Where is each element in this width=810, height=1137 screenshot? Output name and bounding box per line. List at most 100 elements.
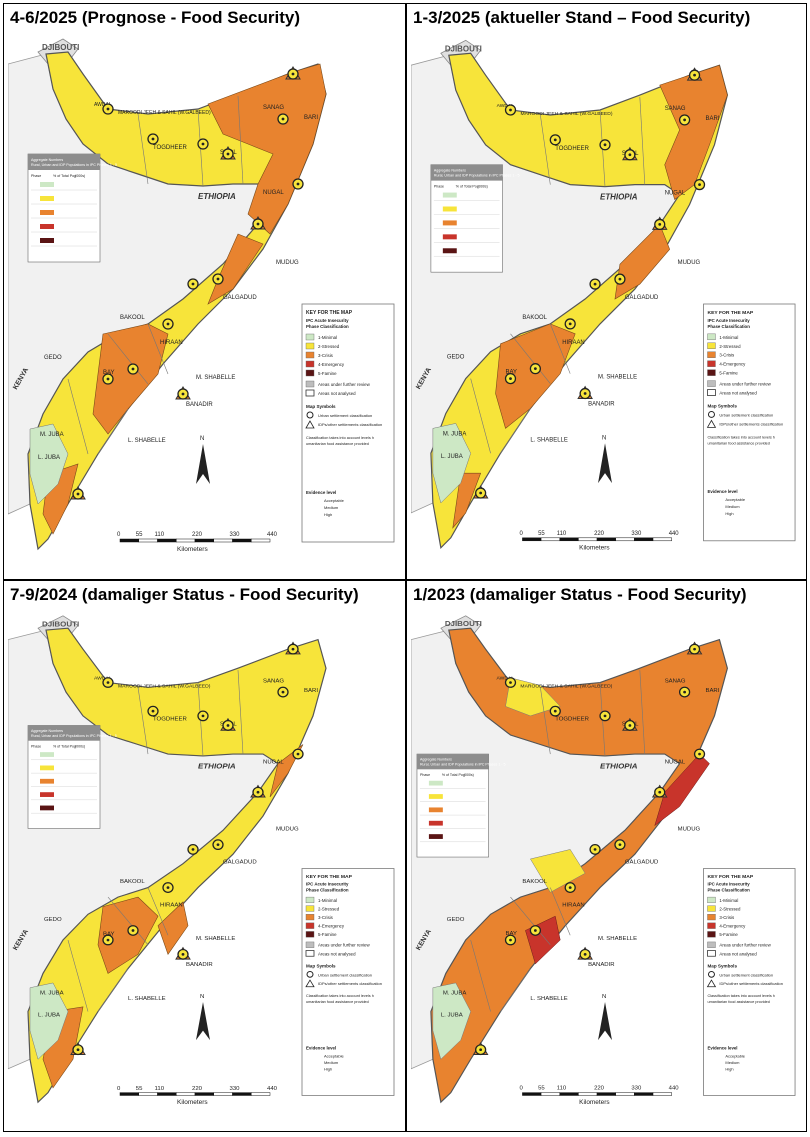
urban-settlement-dot xyxy=(698,752,701,756)
scale-tick-label: 220 xyxy=(192,532,203,538)
aggregate-col-header: (000s) xyxy=(478,185,488,189)
scale-segment xyxy=(615,537,635,542)
urban-settlement-dot xyxy=(106,681,110,684)
aggregate-phase-bar xyxy=(40,224,54,229)
key-symbols-title: Map Symbols xyxy=(707,403,737,408)
label-mudug: MUDUG xyxy=(276,826,299,832)
scale-segment xyxy=(119,1092,139,1096)
label-togdheer: TOGDHEER xyxy=(153,145,188,151)
scale-segment xyxy=(596,1092,616,1096)
label-l-juba: L. JUBA xyxy=(38,1012,60,1018)
aggregate-title: Aggregate Numbers xyxy=(434,169,466,173)
label-nugal: NUGAL xyxy=(263,190,284,196)
key-box xyxy=(301,303,395,543)
label-sanag: SANAG xyxy=(665,679,686,685)
urban-settlement-dot xyxy=(281,117,285,121)
key-box xyxy=(703,868,796,1096)
somalia-map: DJIBOUTIETHIOPIAKENYASANAGBARISOOLTOGDHE… xyxy=(411,35,804,573)
stressed-area xyxy=(505,677,561,717)
label-l-juba: L. JUBA xyxy=(441,454,463,460)
north-label: N xyxy=(602,435,606,441)
aggregate-phase-bar xyxy=(442,206,457,212)
key-phase-swatch xyxy=(707,360,716,367)
panel-past-2024: 7-9/2024 (damaliger Status - Food Securi… xyxy=(3,580,406,1132)
scale-tick-label: 440 xyxy=(267,532,278,538)
key-evidence-label: Acceptable xyxy=(324,1053,344,1058)
key-phase-label: 3-Crisis xyxy=(318,353,334,358)
key-review-label: Areas under further review xyxy=(318,382,371,387)
urban-settlement-dot xyxy=(479,491,483,495)
minimal-area xyxy=(29,423,69,505)
key-evidence-title: Evidence level xyxy=(707,489,737,494)
urban-settlement-dot xyxy=(628,724,632,727)
key-symbols-title: Map Symbols xyxy=(707,964,737,969)
crisis-area xyxy=(207,63,327,235)
scale-segment xyxy=(578,1092,598,1096)
key-phase-label: 4-Emergency xyxy=(719,924,746,929)
key-not-analysed-label: Areas not analysed xyxy=(719,391,757,396)
aggregate-title: Aggregate Numbers xyxy=(420,758,452,762)
label-djibouti: DJIBOUTI xyxy=(445,44,482,53)
label-banadir: BANADIR xyxy=(186,962,213,968)
urban-settlement-dot xyxy=(658,223,662,226)
key-phase-swatch xyxy=(305,931,315,938)
north-label: N xyxy=(200,436,204,442)
region-border xyxy=(147,323,169,375)
aggregate-title: Rural, Urban and IDP Populations in IPC … xyxy=(420,763,506,767)
key-phase-swatch xyxy=(707,342,716,349)
label-nugal: NUGAL xyxy=(665,760,686,766)
urban-settlement-dot xyxy=(216,277,220,281)
key-phase-label: 2-Stressed xyxy=(318,907,340,912)
label-l-shabelle: L. SHABELLE xyxy=(128,996,166,1002)
key-assistance-label: Classification takes into account levels… xyxy=(306,436,374,440)
label-bakool: BAKOOL xyxy=(522,879,547,885)
aggregate-title: Rural, Urban and IDP Populations in IPC … xyxy=(31,163,117,167)
urban-settlement-dot xyxy=(509,377,512,381)
key-idp-label: IDPs/other settlements classification xyxy=(318,981,382,986)
scale-segment xyxy=(615,1092,635,1096)
urban-settlement-dot xyxy=(191,848,195,851)
idp-legend-icon xyxy=(706,979,717,988)
urban-settlement-dot xyxy=(291,72,295,76)
label-mudug: MUDUG xyxy=(678,260,701,266)
urban-settlement-dot xyxy=(479,1048,483,1052)
label-hiraan: HIRAAN xyxy=(160,340,183,346)
region-border xyxy=(67,378,89,455)
urban-legend-icon xyxy=(707,971,715,978)
north-label: N xyxy=(602,994,606,1000)
urban-settlement-dot xyxy=(226,724,230,727)
label-nugal: NUGAL xyxy=(263,760,284,766)
key-review-label: Areas under further review xyxy=(318,943,371,948)
key-subtitle: IPC Acute Insecurity xyxy=(707,882,750,887)
label-awdal: AWDAL xyxy=(497,676,515,682)
aggregate-col-header: % of Total Pop xyxy=(53,744,76,748)
label-bari: BARI xyxy=(706,688,720,694)
region-border xyxy=(237,670,244,755)
scale-segment xyxy=(251,1092,271,1096)
label-l-shabelle: L. SHABELLE xyxy=(128,438,166,444)
urban-settlement-dot xyxy=(281,690,285,694)
urban-settlement-dot xyxy=(509,108,512,112)
scale-segment xyxy=(194,538,214,543)
aggregate-phase-bar xyxy=(40,752,54,757)
scale-tick-label: 110 xyxy=(155,532,165,538)
aggregate-col-header: Phase xyxy=(434,185,444,189)
panel-old-2023: 1/2023 (damaliger Status - Food Security… xyxy=(406,580,807,1132)
key-evidence-label: Medium xyxy=(324,1060,338,1065)
urban-settlement-dot xyxy=(683,118,687,122)
key-phase-label: 1-Minimal xyxy=(318,898,337,903)
urban-settlement-dot xyxy=(603,143,607,147)
label-w-galbeed: MAROODI JEEH & SAHIL (W.GALBEED) xyxy=(118,683,211,689)
key-assistance-label: umanitarian food assistance provided xyxy=(306,1000,369,1004)
urban-settlement-dot xyxy=(151,709,155,713)
aggregate-col-header: (000s) xyxy=(75,744,85,748)
crisis-area xyxy=(614,223,671,300)
label-mudug: MUDUG xyxy=(678,826,701,832)
key-phase-swatch xyxy=(707,914,716,921)
urban-settlement-dot xyxy=(151,137,155,141)
key-urban-label: Urban settlement classification xyxy=(318,413,372,418)
urban-settlement-dot xyxy=(568,886,572,889)
crisis-area xyxy=(495,323,576,429)
north-arrow-icon xyxy=(196,444,210,484)
urban-settlement-dot xyxy=(181,392,185,396)
